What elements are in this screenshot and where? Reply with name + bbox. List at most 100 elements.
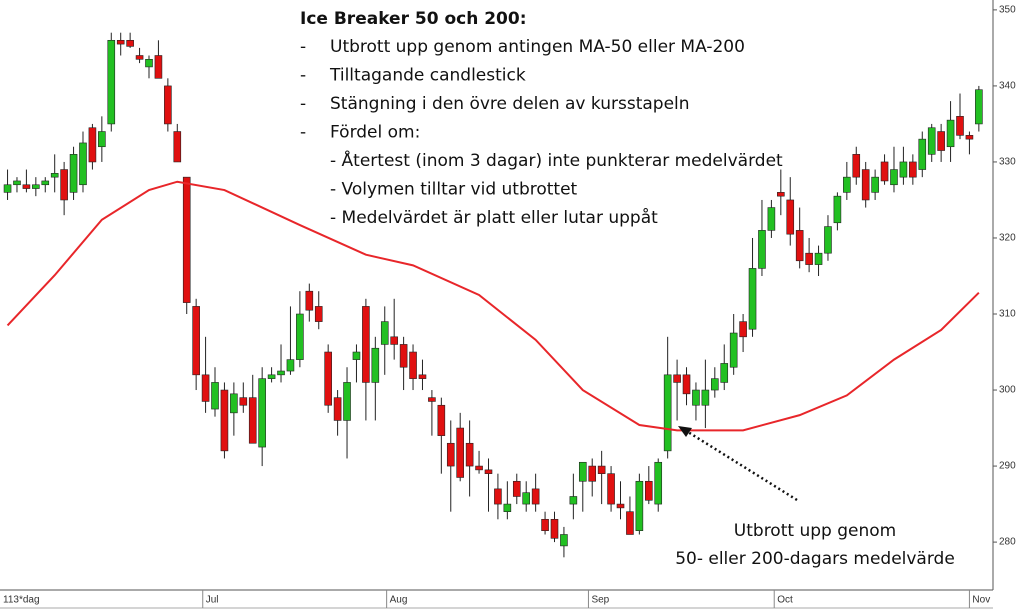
candle-body xyxy=(380,321,389,345)
candle-body xyxy=(135,55,144,60)
candle-body xyxy=(777,192,785,197)
moving-average xyxy=(6,180,980,432)
candle-body xyxy=(927,127,936,155)
y-tick-label: 330 xyxy=(999,157,1016,168)
candle-body xyxy=(729,332,738,368)
candle-body xyxy=(512,480,521,497)
candle-body xyxy=(409,351,417,379)
x-tick-label: Jul xyxy=(206,595,219,606)
candle-body xyxy=(164,85,172,125)
candle-body xyxy=(720,363,729,383)
candle-body xyxy=(362,306,370,383)
candle-body xyxy=(201,374,210,402)
bullet-text: Stängning i den övre delen av kursstapel… xyxy=(330,94,690,114)
candle-body xyxy=(475,465,483,471)
candle-body xyxy=(22,184,31,189)
candle-body xyxy=(305,290,314,311)
candle-body xyxy=(371,347,380,383)
candle-body xyxy=(154,55,163,79)
candle-body xyxy=(975,89,983,125)
x-tick-label: Sep xyxy=(591,595,609,606)
bullet-text: Utbrott upp genom antingen MA-50 eller M… xyxy=(330,37,745,57)
candle-body xyxy=(352,351,361,360)
candle-body xyxy=(578,461,587,482)
candle-body xyxy=(399,344,408,368)
candle-body xyxy=(588,465,597,482)
candle-body xyxy=(116,39,125,45)
candle-body xyxy=(786,199,795,235)
y-tick-label: 320 xyxy=(999,233,1016,244)
candle-body xyxy=(390,336,398,345)
candle-body xyxy=(32,184,40,189)
arrow-line xyxy=(687,430,798,502)
candle-body xyxy=(607,473,615,505)
x-tick-label: Aug xyxy=(390,595,408,606)
candle-body xyxy=(663,374,672,452)
candle-body xyxy=(946,119,955,148)
candle-body xyxy=(3,184,12,193)
candle-body xyxy=(852,154,861,178)
bullet-marker: - xyxy=(300,37,306,57)
candle-body xyxy=(79,142,87,186)
candle-body xyxy=(635,480,644,531)
candle-body xyxy=(522,492,531,505)
y-tick-label: 340 xyxy=(999,81,1016,92)
candle-body xyxy=(814,252,823,265)
candle-body xyxy=(437,404,446,436)
annotation-text: Utbrott upp genom xyxy=(734,521,896,541)
bullet-marker: - xyxy=(300,123,306,143)
sub-bullet-text: - Volymen tilltar vid utbrottet xyxy=(330,180,578,200)
candle-body xyxy=(748,268,757,330)
x-tick-label: Oct xyxy=(777,595,793,606)
sub-bullet-text: - Återtest (inom 3 dagar) inte punkterar… xyxy=(330,149,783,171)
candle-body xyxy=(324,351,332,406)
candle-body xyxy=(211,382,219,410)
candle-body xyxy=(220,389,229,452)
candle-body xyxy=(965,135,974,140)
candle-body xyxy=(465,442,474,467)
candle-body xyxy=(126,39,134,47)
y-tick-label: 290 xyxy=(999,461,1016,472)
bullet-marker: - xyxy=(300,66,306,86)
bullet-text: Tilltagande candlestick xyxy=(329,66,526,86)
arrow-head xyxy=(678,426,692,437)
candle-body xyxy=(494,488,502,505)
candle-body xyxy=(692,389,700,406)
period-label: 113*dag xyxy=(3,595,40,606)
candle-body xyxy=(333,397,342,421)
y-tick-label: 310 xyxy=(999,309,1016,320)
candle-body xyxy=(758,230,766,269)
bullet-marker: - xyxy=(300,94,306,114)
candle-body xyxy=(248,397,257,444)
candle-body xyxy=(909,161,917,178)
candle-body xyxy=(456,427,464,478)
candle-body xyxy=(531,488,540,505)
candle-body xyxy=(50,173,59,178)
candle-body xyxy=(277,370,285,376)
candle-body xyxy=(145,59,153,68)
candle-body xyxy=(843,176,851,193)
candle-body xyxy=(107,39,116,125)
candle-body xyxy=(13,180,21,186)
candle-body xyxy=(88,127,97,163)
candle-body xyxy=(880,161,889,182)
candle-body xyxy=(258,378,266,448)
candle-body xyxy=(644,480,653,501)
candle-body xyxy=(60,169,68,201)
candle-body xyxy=(286,359,295,372)
candle-body xyxy=(296,313,304,360)
candle-body xyxy=(701,389,710,406)
candle-body xyxy=(41,180,50,186)
candle-body xyxy=(541,518,549,531)
candle-body xyxy=(654,461,663,505)
candle-body xyxy=(314,306,323,322)
candle-body xyxy=(484,469,493,474)
candle-body xyxy=(795,230,804,262)
y-tick-label: 300 xyxy=(999,385,1016,396)
candle-body xyxy=(569,496,578,505)
candle-body xyxy=(824,226,832,254)
candle-body xyxy=(616,503,625,509)
x-tick-label: Nov xyxy=(972,595,990,606)
candle-body xyxy=(69,154,78,193)
